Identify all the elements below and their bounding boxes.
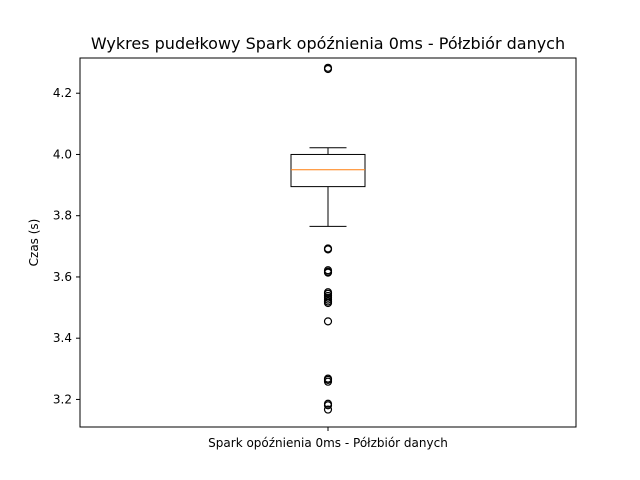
box-group: [290, 63, 366, 414]
outlier-point: [323, 317, 333, 326]
y-tick-label: 3.6: [53, 270, 72, 284]
y-tick-label: 3.8: [53, 209, 72, 223]
x-axis: Spark opóźnienia 0ms - Półzbiór danych: [208, 427, 448, 450]
outlier-point: [323, 64, 333, 74]
y-tick-label: 3.4: [53, 331, 72, 345]
plot-frame: [79, 57, 577, 428]
y-tick-label: 4.0: [53, 147, 72, 161]
chart-title: Wykres pudełkowy Spark opóźnienia 0ms - …: [91, 34, 565, 53]
x-tick-label: Spark opóźnienia 0ms - Półzbiór danych: [208, 436, 448, 450]
outlier-point: [323, 289, 333, 298]
outlier-point: [323, 268, 333, 277]
y-axis-label: Czas (s): [27, 219, 41, 267]
outlier-point: [323, 377, 333, 386]
outlier-point: [323, 401, 333, 410]
outlier-point: [323, 245, 333, 254]
y-tick-label: 3.2: [53, 392, 72, 406]
y-axis: 3.2 3.4 3.6 3.8 4.0 4.2: [53, 86, 80, 406]
outlier-point: [323, 405, 333, 414]
outlier-point: [323, 298, 333, 308]
y-tick-label: 4.2: [53, 86, 72, 100]
iqr-box: [290, 153, 366, 188]
